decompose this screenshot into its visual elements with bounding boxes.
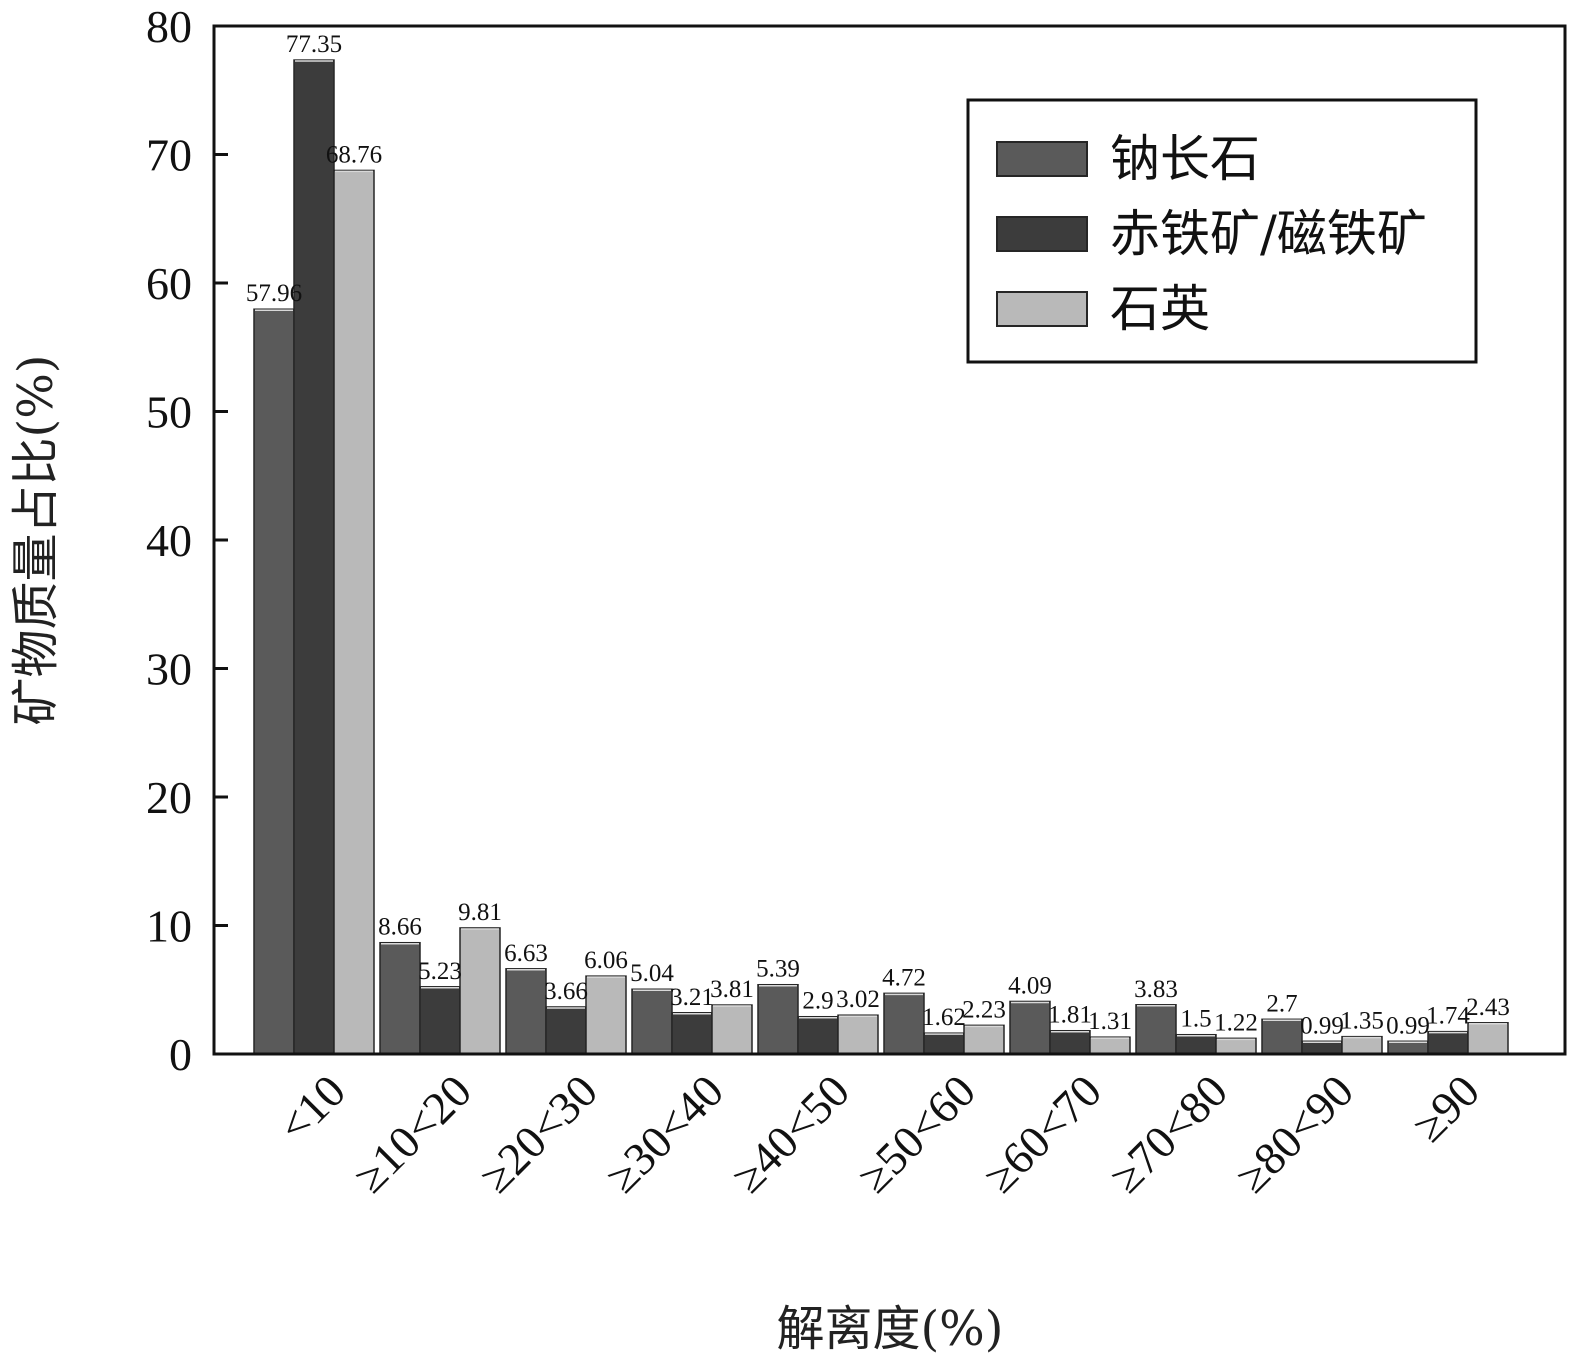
y-tick-label: 40 <box>146 515 192 566</box>
data-label: 3.66 <box>544 978 588 1005</box>
legend-swatch <box>996 141 1088 177</box>
bar <box>1089 1036 1131 1055</box>
x-axis: <10≥10<20≥20<30≥30<40≥40<50≥50<60≥60<70≥… <box>268 1065 1489 1202</box>
bar <box>1467 1022 1509 1055</box>
x-tick-label: <10 <box>268 1065 355 1152</box>
bar <box>1261 1018 1303 1055</box>
data-label: 6.63 <box>504 940 548 967</box>
data-label: 5.23 <box>418 958 462 985</box>
data-label: 5.39 <box>756 956 800 983</box>
bar <box>1049 1029 1091 1055</box>
data-label: 2.43 <box>1466 994 1510 1021</box>
x-tick-label: ≥90 <box>1403 1065 1489 1151</box>
data-label: 57.96 <box>246 280 302 307</box>
x-tick-label: ≥60<70 <box>974 1065 1111 1202</box>
bar <box>671 1012 713 1055</box>
data-label: 0.99 <box>1300 1012 1344 1039</box>
bar <box>1341 1035 1383 1055</box>
bar <box>1135 1004 1177 1055</box>
bar <box>419 986 461 1055</box>
y-tick-label: 20 <box>146 772 192 823</box>
data-label: 2.7 <box>1266 990 1297 1017</box>
data-label: 1.31 <box>1088 1008 1132 1035</box>
bar <box>545 1006 587 1055</box>
data-label: 3.83 <box>1134 976 1178 1003</box>
bar <box>797 1015 839 1055</box>
data-label: 1.22 <box>1214 1009 1258 1036</box>
y-tick-label: 10 <box>146 901 192 952</box>
x-tick-label: ≥80<90 <box>1226 1065 1363 1202</box>
data-label: 1.62 <box>922 1004 966 1031</box>
y-tick-label: 60 <box>146 258 192 309</box>
data-label: 4.72 <box>882 964 926 991</box>
data-label: 6.06 <box>584 947 628 974</box>
bar <box>585 975 627 1055</box>
bar <box>963 1024 1005 1055</box>
data-label: 1.35 <box>1340 1008 1384 1035</box>
x-tick-label: ≥40<50 <box>722 1065 859 1202</box>
bar <box>1175 1033 1217 1055</box>
bar <box>293 59 335 1055</box>
y-axis: 0 10 20 30 40 50 60 70 80 <box>146 1 228 1080</box>
bar <box>757 983 799 1055</box>
y-tick-label: 70 <box>146 130 192 181</box>
bar <box>253 308 295 1055</box>
data-label: 77.35 <box>286 31 342 58</box>
legend-label: 钠长石 <box>1110 130 1260 188</box>
legend-label: 石英 <box>1110 280 1210 338</box>
data-label: 9.81 <box>458 899 502 926</box>
data-label: 68.76 <box>326 141 382 168</box>
bar <box>1215 1037 1257 1055</box>
x-tick-label: ≥30<40 <box>596 1065 733 1202</box>
data-label: 1.5 <box>1180 1006 1211 1033</box>
data-label: 2.23 <box>962 996 1006 1023</box>
bar <box>711 1004 753 1055</box>
y-tick-label: 30 <box>146 644 192 695</box>
data-label: 3.21 <box>670 984 714 1011</box>
bar <box>1009 1000 1051 1055</box>
legend-swatch <box>996 291 1088 327</box>
data-label: 1.81 <box>1048 1002 1092 1029</box>
bar <box>1427 1030 1469 1055</box>
data-label: 2.9 <box>802 988 833 1015</box>
legend-label: 赤铁矿/磁铁矿 <box>1110 205 1427 263</box>
bar <box>883 992 925 1055</box>
bar <box>459 927 501 1055</box>
data-label: 3.02 <box>836 986 880 1013</box>
bar <box>1387 1040 1429 1055</box>
data-label: 4.09 <box>1008 972 1052 999</box>
y-tick-label: 50 <box>146 387 192 438</box>
legend-swatch <box>996 216 1088 252</box>
bar <box>505 968 547 1055</box>
data-label: 5.04 <box>630 960 674 987</box>
x-tick-label: ≥10<20 <box>344 1065 481 1202</box>
bar <box>379 941 421 1055</box>
y-tick-label: 0 <box>169 1029 192 1080</box>
bar <box>1301 1040 1343 1055</box>
x-tick-label: ≥20<30 <box>470 1065 607 1202</box>
bars-group <box>253 59 1509 1055</box>
y-tick-label: 80 <box>146 1 192 52</box>
data-label: 0.99 <box>1386 1012 1430 1039</box>
x-tick-label: ≥50<60 <box>848 1065 985 1202</box>
bar <box>923 1032 965 1055</box>
bar <box>631 988 673 1055</box>
bar <box>837 1014 879 1055</box>
data-label: 8.66 <box>378 914 422 941</box>
y-axis-title: 矿物质量占比(%) <box>8 354 64 725</box>
x-tick-label: ≥70<80 <box>1100 1065 1237 1202</box>
data-label: 1.74 <box>1426 1003 1470 1030</box>
data-label: 3.81 <box>710 976 754 1003</box>
x-axis-title: 解离度(%) <box>776 1301 1003 1357</box>
bar <box>333 169 375 1055</box>
